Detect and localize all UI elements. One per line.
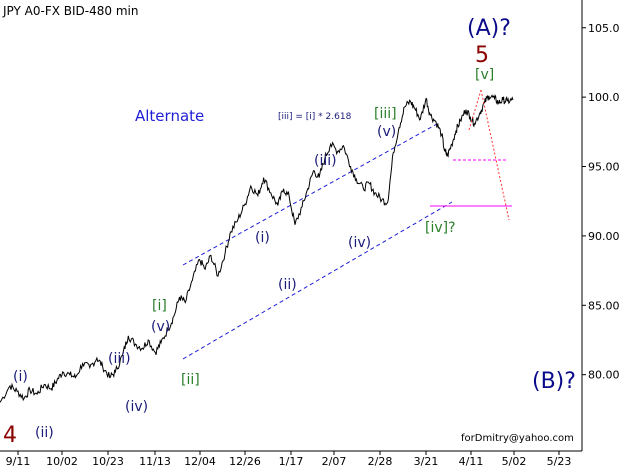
y-tick-label: 85.00 — [588, 299, 620, 312]
wave-label-iv-lower: (iv) — [125, 399, 148, 415]
x-tick-label: 12/04 — [184, 455, 216, 466]
wave-label-A: (A)? — [467, 16, 511, 41]
wave-label-iv-upper: (iv) — [348, 235, 371, 251]
chart-title: JPY A0-FX BID-480 min — [2, 4, 138, 18]
wave-label-ii-upper: (ii) — [278, 277, 297, 293]
x-tick-label: 11/13 — [139, 455, 171, 466]
y-tick-label: 100.00 — [588, 91, 620, 104]
x-tick-label: 10/23 — [92, 455, 124, 466]
x-tick-label: 3/21 — [414, 455, 439, 466]
wave-label-v-lower: (v) — [151, 319, 170, 335]
wave-label-iii-lower: (iii) — [108, 351, 131, 367]
trend-channel — [182, 123, 453, 360]
wave-label-v-upper: (v) — [377, 124, 396, 140]
x-tick-label: 4/11 — [459, 455, 484, 466]
wave-label-4: 4 — [3, 423, 17, 448]
fib-ratio-annotation: [iii] = [i] * 2.618 — [278, 112, 352, 122]
wave-label-i-upper: (i) — [255, 230, 270, 246]
x-tick-label: 1/17 — [279, 455, 304, 466]
footer-email: forDmitry@yahoo.com — [461, 433, 574, 444]
wave-label-ii-lower: (ii) — [35, 425, 54, 441]
x-tick-label: 2/07 — [322, 455, 347, 466]
x-tick-label: 10/02 — [46, 455, 78, 466]
wave-label-iii-upper: (iii) — [314, 153, 337, 169]
wave-label-iv-bracket: [iv]? — [425, 220, 456, 236]
wave-label-i-bracket: [i] — [152, 298, 167, 314]
wave-label-5: 5 — [475, 43, 489, 68]
channel-lower-line — [182, 201, 453, 360]
y-tick-label: 105.00 — [588, 22, 620, 35]
x-tick-label: 2/28 — [368, 455, 393, 466]
x-tick-label: 5/23 — [547, 455, 572, 466]
y-tick-label: 95.00 — [588, 161, 620, 174]
y-tick-label: 90.00 — [588, 230, 620, 243]
wave-labels: (A)? 5 [v] (B)? 4 Alternate [iii] = [i] … — [3, 16, 576, 448]
wave-label-i-lower: (i) — [13, 369, 28, 385]
x-tick-label: 9/11 — [6, 455, 31, 466]
wave-label-iii-bracket: [iii] — [374, 106, 397, 122]
wave-label-ii-bracket: [ii] — [181, 372, 200, 388]
projection-lines — [430, 89, 512, 221]
x-tick-label: 12/26 — [229, 455, 261, 466]
y-axis-ticks: 80.00 85.00 90.00 95.00 100.00 105.00 — [582, 22, 620, 382]
x-axis-ticks: 9/11 10/02 10/23 11/13 12/04 12/26 1/17 2/07 2/2… — [6, 451, 572, 466]
wave-label-B: (B)? — [532, 369, 576, 394]
projection-up — [468, 89, 482, 131]
wave-label-v-bracket: [v] — [475, 67, 494, 83]
price-series-line — [0, 93, 514, 403]
y-tick-label: 80.00 — [588, 369, 620, 382]
x-tick-label: 5/02 — [502, 455, 527, 466]
alternate-label: Alternate — [135, 107, 204, 125]
